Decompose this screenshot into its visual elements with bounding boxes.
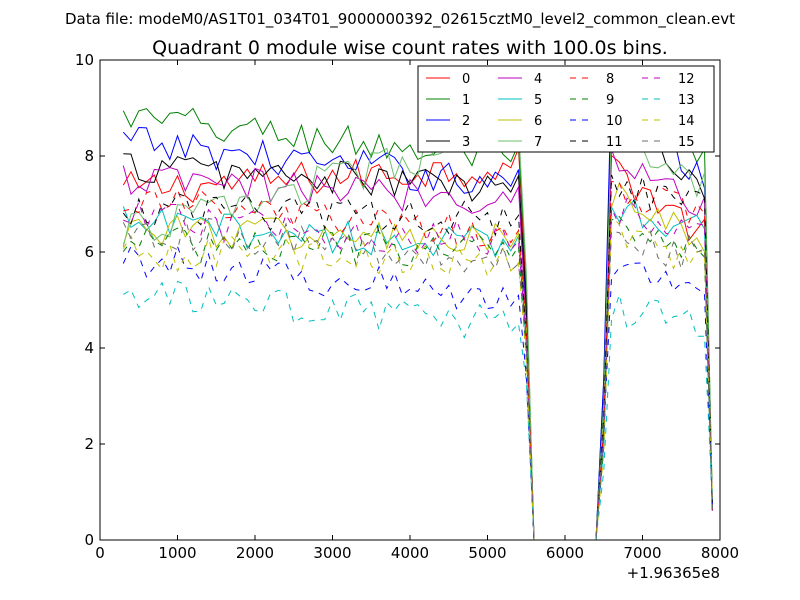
- series-line-10: [122, 245, 713, 540]
- legend-label-1: 1: [462, 93, 470, 108]
- x-axis-offset-label: +1.96365e8: [627, 564, 720, 582]
- legend-label-13: 13: [678, 93, 695, 108]
- series-line-8: [123, 180, 713, 540]
- legend-label-15: 15: [678, 135, 695, 150]
- series-line-13: [123, 280, 713, 540]
- series-line-5: [122, 198, 713, 540]
- legend-label-10: 10: [606, 114, 623, 129]
- series-line-6: [122, 181, 713, 540]
- y-tick-label: 2: [84, 435, 94, 453]
- y-tick-label: 4: [84, 339, 94, 357]
- series-line-15: [122, 216, 713, 540]
- x-tick-label: 1000: [158, 544, 196, 562]
- legend-label-14: 14: [678, 114, 695, 129]
- x-tick-label: 5000: [468, 544, 506, 562]
- x-tick-label: 2000: [236, 544, 274, 562]
- series-line-12: [123, 197, 713, 540]
- legend-label-3: 3: [462, 135, 470, 150]
- series-line-11: [122, 174, 713, 540]
- x-tick-label: 4000: [391, 544, 429, 562]
- legend-frame: [417, 65, 715, 153]
- legend-label-12: 12: [678, 72, 695, 87]
- legend-label-2: 2: [462, 114, 470, 129]
- x-tick-label: 0: [95, 544, 105, 562]
- legend-label-7: 7: [534, 135, 542, 150]
- legend-label-6: 6: [534, 114, 542, 129]
- legend-label-9: 9: [606, 93, 614, 108]
- x-tick-label: 6000: [546, 544, 584, 562]
- y-tick-label: 8: [84, 147, 94, 165]
- plot-frame: [99, 59, 721, 541]
- legend-label-11: 11: [606, 135, 623, 150]
- data-file-label: Data file: modeM0/AS1T01_034T01_90000003…: [65, 10, 735, 29]
- x-tick-label: 7000: [623, 544, 661, 562]
- legend-label-4: 4: [534, 72, 542, 87]
- legend-label-8: 8: [606, 72, 614, 87]
- series-line-14: [122, 215, 713, 540]
- y-tick-label: 0: [84, 531, 94, 549]
- x-tick-label: 3000: [313, 544, 351, 562]
- y-tick-label: 10: [75, 51, 94, 69]
- chart-title: Quadrant 0 module wise count rates with …: [152, 37, 668, 59]
- legend-label-5: 5: [534, 93, 542, 108]
- y-tick-label: 6: [84, 243, 94, 261]
- series-line-4: [122, 149, 713, 540]
- x-tick-label: 8000: [701, 544, 739, 562]
- legend-label-0: 0: [462, 72, 470, 87]
